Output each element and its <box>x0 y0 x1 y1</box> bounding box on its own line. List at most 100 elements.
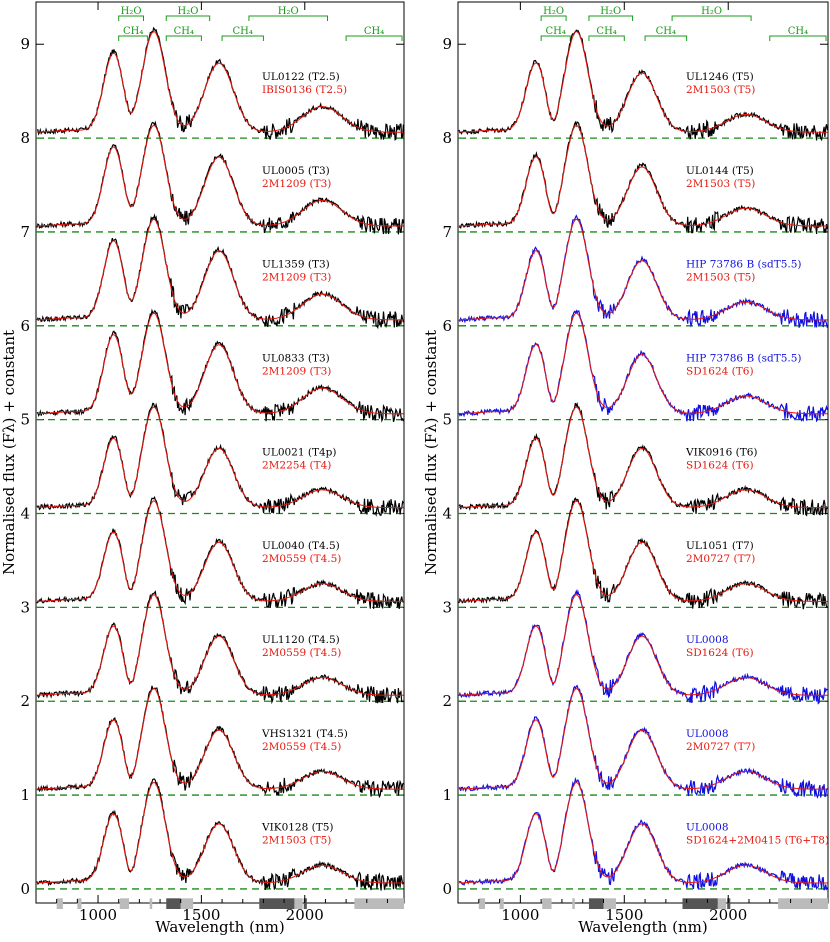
telluric-strip <box>499 898 504 909</box>
plot-frame <box>35 1 405 904</box>
ch4-band-bracket <box>118 35 149 41</box>
telluric-strip <box>682 898 718 909</box>
h2o-band-bracket <box>671 15 752 21</box>
telluric-strip <box>77 898 82 909</box>
telluric-strip <box>303 898 307 909</box>
target-name-label: UL0144 (T5) <box>686 165 754 177</box>
template-spectrum-line <box>37 688 404 790</box>
target-spectrum-line <box>458 589 828 705</box>
telluric-strip <box>294 898 303 909</box>
ch4-band-label: CH₄ <box>364 26 384 37</box>
ch4-band-label: CH₄ <box>233 26 253 37</box>
y-tick-label: 9 <box>20 35 30 53</box>
x-tick-label: 2000 <box>709 906 747 924</box>
template-spectrum-line <box>458 312 828 415</box>
template-spectrum-line <box>36 312 404 415</box>
template-spectrum-line <box>37 218 404 321</box>
template-name-label: 2M0559 (T4.5) <box>262 647 341 659</box>
ch4-band-bracket <box>165 35 202 41</box>
h2o-band-bracket <box>588 15 634 21</box>
template-name-label: SD1624 (T6) <box>686 647 754 659</box>
template-name-label: 2M0727 (T7) <box>686 553 755 565</box>
template-name-label: 2M0559 (T4.5) <box>262 741 341 753</box>
target-name-label: VIK0916 (T6) <box>685 446 758 458</box>
telluric-strip <box>727 898 731 909</box>
ch4-band-bracket <box>588 35 625 41</box>
chart-panel-right: 1000 1500 2000 0 1 2 3 4 5 6 7 8 9 Wavelength (nm) Nor… <box>422 1 829 936</box>
template-spectrum-line <box>36 500 404 602</box>
template-spectrum-line <box>37 31 404 133</box>
y-tick-label: 2 <box>442 692 452 710</box>
target-spectrum-line <box>36 685 404 799</box>
target-name-label: UL1051 (T7) <box>686 540 754 552</box>
telluric-strip <box>354 898 404 909</box>
h2o-band-label: H₂O <box>543 6 564 17</box>
telluric-strip <box>166 898 181 909</box>
y-axis-label: Normalised flux (Fλ) + constant <box>0 330 18 575</box>
template-name-label: 2M1503 (T5) <box>686 272 755 284</box>
target-name-label: UL0008 <box>686 728 729 740</box>
x-tick-label: 1500 <box>605 906 643 924</box>
target-name-label: UL0021 (T4p) <box>262 446 336 458</box>
template-spectrum-line <box>459 31 828 133</box>
target-spectrum-line <box>458 309 828 423</box>
template-spectrum-line <box>459 218 828 321</box>
x-tick-label: 2000 <box>286 906 324 924</box>
y-tick-label: 1 <box>20 786 30 804</box>
telluric-strip <box>603 898 616 909</box>
target-spectrum-line <box>458 120 828 234</box>
template-spectrum-line <box>37 594 404 696</box>
y-tick-label: 3 <box>442 598 452 616</box>
ch4-band-bracket <box>345 35 403 41</box>
telluric-strip <box>542 898 552 909</box>
telluric-strip <box>717 898 727 909</box>
template-name-label: SD1624+2M0415 (T6+T8) <box>686 835 829 847</box>
x-axis-label: Wavelength (nm) <box>155 918 284 936</box>
telluric-strip <box>119 898 130 909</box>
y-tick-label: 0 <box>20 880 30 898</box>
h2o-band-bracket <box>540 15 567 21</box>
target-spectrum-line <box>36 590 404 705</box>
target-name-label: UL0005 (T3) <box>262 165 330 177</box>
ch4-band-bracket <box>221 35 264 41</box>
y-tick-label: 5 <box>442 411 452 429</box>
y-tick-label: 8 <box>20 129 30 147</box>
h2o-band-bracket <box>118 15 145 21</box>
telluric-strip <box>478 898 486 909</box>
target-name-label: UL1246 (T5) <box>686 71 754 83</box>
chart-panel-left: 1000 1500 2000 0 1 2 3 4 5 6 7 8 9 Wavelength (nm) Nor… <box>0 1 405 936</box>
template-spectrum-line <box>459 406 828 509</box>
template-name-label: 2M0727 (T7) <box>686 741 755 753</box>
ch4-band-label: CH₄ <box>656 26 676 37</box>
x-tick-label: 1000 <box>501 906 539 924</box>
x-axis-label: Wavelength (nm) <box>578 918 707 936</box>
y-tick-label: 9 <box>442 35 452 53</box>
target-name-label: UL0008 <box>686 634 729 646</box>
target-spectrum-line <box>458 684 828 799</box>
y-tick-label: 8 <box>442 129 452 147</box>
h2o-band-label: H₂O <box>701 6 722 17</box>
telluric-strip <box>778 898 828 909</box>
y-tick-label: 7 <box>442 223 452 241</box>
target-name-label: VHS1321 (T4.5) <box>261 728 348 740</box>
target-name-label: UL0008 <box>686 822 729 834</box>
template-spectrum-line <box>458 500 828 602</box>
h2o-band-bracket <box>248 15 329 21</box>
x-tick-label: 1500 <box>182 906 220 924</box>
y-tick-label: 4 <box>20 505 30 523</box>
template-name-label: 2M1503 (T5) <box>262 835 331 847</box>
template-name-label: 2M2254 (T4) <box>262 459 331 471</box>
y-tick-label: 3 <box>20 598 30 616</box>
target-spectrum-line <box>36 778 404 891</box>
y-tick-label: 0 <box>442 880 452 898</box>
ch4-band-label: CH₄ <box>596 26 616 37</box>
telluric-strip <box>259 898 295 909</box>
h2o-band-label: H₂O <box>177 6 198 17</box>
telluric-strip <box>572 898 575 909</box>
h2o-band-label: H₂O <box>600 6 621 17</box>
ch4-band-bracket <box>644 35 688 41</box>
y-tick-label: 6 <box>20 317 30 335</box>
template-name-label: 2M1209 (T3) <box>262 272 331 284</box>
plot-frame <box>457 1 829 904</box>
